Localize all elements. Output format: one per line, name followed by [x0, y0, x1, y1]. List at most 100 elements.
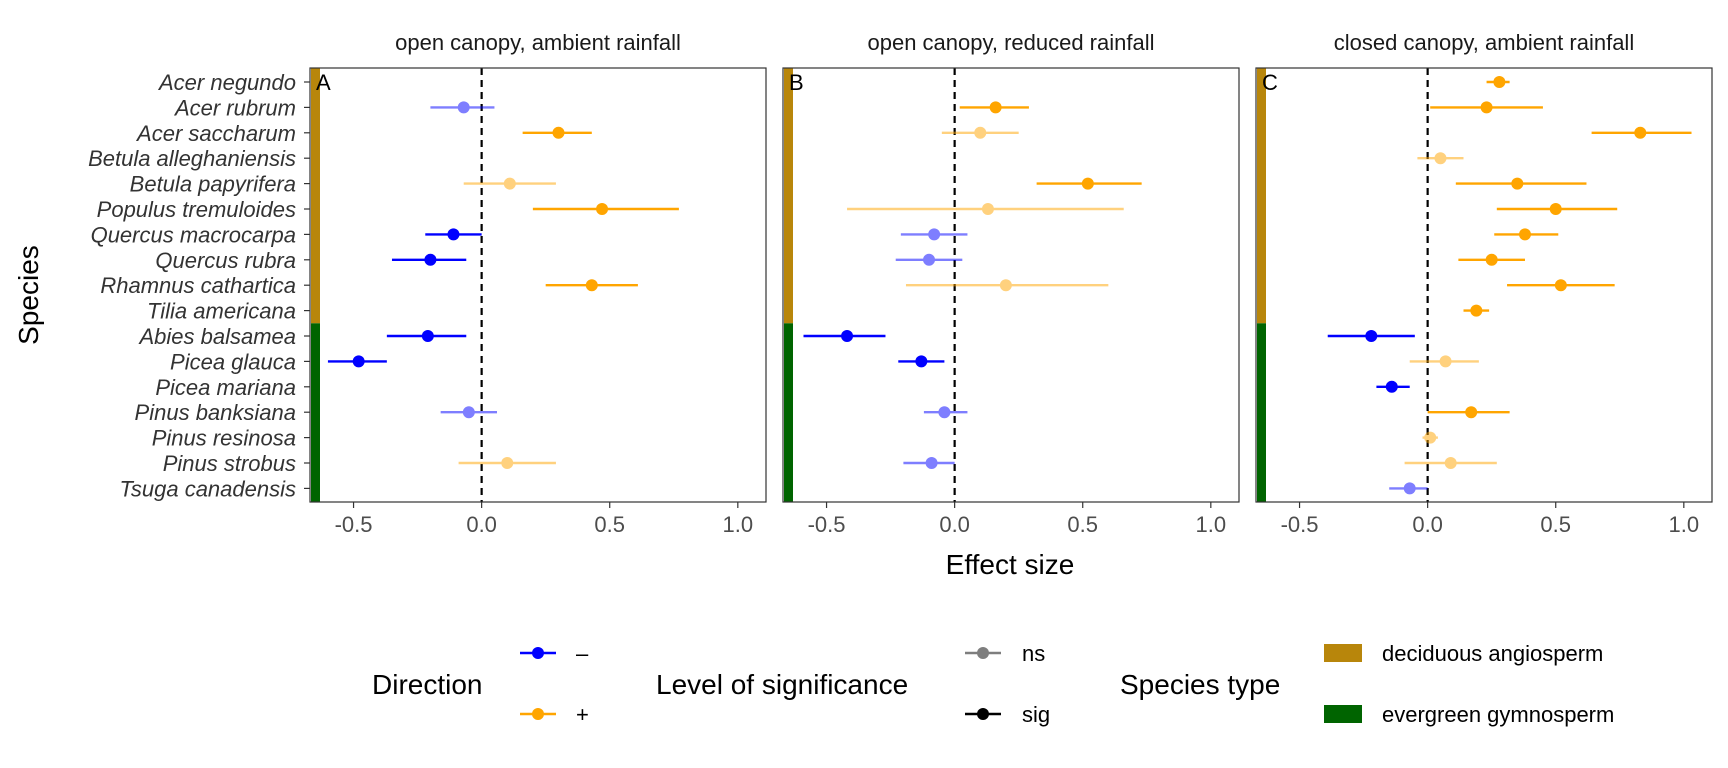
species-label: Betula papyrifera	[130, 172, 296, 197]
data-point-group	[1422, 431, 1438, 444]
data-point-group	[545, 279, 638, 292]
x-tick-label: 1.0	[1669, 512, 1700, 537]
species-label: Tilia americana	[147, 299, 296, 324]
legend-key-point	[977, 708, 989, 720]
estimate-point	[424, 253, 437, 266]
species-label: Picea mariana	[155, 375, 296, 400]
estimate-point	[989, 101, 1002, 114]
data-point-group	[1417, 152, 1464, 165]
data-point-group	[425, 228, 482, 241]
data-point-group	[803, 330, 886, 342]
legend-label: +	[576, 702, 589, 727]
legend-key-group	[965, 708, 1001, 720]
data-point-group	[458, 457, 556, 469]
data-point-group	[1591, 126, 1692, 139]
estimate-point	[999, 279, 1012, 292]
legend-key-point	[532, 708, 544, 720]
panel-tag: C	[1262, 70, 1278, 95]
data-point-group	[1427, 406, 1510, 419]
legend-label: ns	[1022, 641, 1045, 666]
panels: open canopy, ambient rainfall A -0.5 0.0 0.5…	[309, 30, 1713, 537]
x-tick-label: 0.0	[466, 512, 497, 537]
estimate-point	[1439, 355, 1452, 368]
axis-titles: Effect size Species	[13, 245, 1074, 580]
panel-title: closed canopy, ambient rainfall	[1334, 30, 1634, 55]
estimate-point	[503, 177, 516, 190]
estimate-point	[1403, 482, 1416, 495]
estimate-point	[421, 330, 434, 342]
estimate-point	[1424, 431, 1437, 444]
data-point-group	[1463, 304, 1490, 317]
species-type-bar-evergreen	[784, 323, 793, 502]
legend-label: deciduous angiosperm	[1382, 641, 1603, 666]
data-point-group	[847, 203, 1124, 215]
species-label: Abies balsamea	[137, 324, 296, 349]
species-label: Betula alleghaniensis	[88, 146, 296, 171]
estimate-point	[552, 126, 565, 139]
data-point-group	[1455, 177, 1587, 190]
data-point-group	[386, 330, 467, 342]
species-label: Picea glauca	[170, 349, 296, 374]
estimate-point	[501, 457, 514, 469]
estimate-point	[352, 355, 365, 368]
estimate-point	[841, 330, 854, 342]
legend-key-point	[977, 647, 989, 659]
data-point-group	[1409, 355, 1479, 368]
species-label: Acer saccharum	[135, 121, 296, 146]
panel-tag: A	[316, 70, 331, 95]
species-type-bar-deciduous	[1257, 68, 1266, 324]
species-label: Pinus strobus	[163, 451, 296, 476]
data-point-group	[463, 177, 556, 190]
data-point-group	[1507, 279, 1615, 292]
estimate-point	[1485, 253, 1498, 266]
x-tick-label: 1.0	[723, 512, 754, 537]
estimate-point	[447, 228, 460, 241]
panel-border	[782, 67, 1240, 503]
data-point-group	[522, 126, 592, 139]
data-point-group	[923, 406, 968, 419]
species-label: Quercus macrocarpa	[91, 222, 296, 247]
data-point-group	[898, 355, 945, 368]
estimate-point	[1465, 406, 1478, 419]
estimate-point	[1480, 101, 1493, 114]
x-tick-label: 0.5	[594, 512, 625, 537]
estimate-point	[457, 101, 470, 114]
species-label: Populus tremuloides	[97, 197, 296, 222]
species-label: Acer negundo	[157, 70, 296, 95]
data-point-group	[1327, 330, 1415, 342]
estimate-point	[1385, 380, 1398, 393]
estimate-point	[585, 279, 598, 292]
data-point-group	[1458, 253, 1525, 266]
estimate-point	[928, 228, 941, 241]
legend-key-point	[532, 647, 544, 659]
data-point-group	[1430, 101, 1543, 114]
estimate-point	[1365, 330, 1378, 342]
legend-title-species-type: Species type	[1120, 669, 1280, 700]
data-point-group	[532, 203, 679, 215]
estimate-point	[981, 203, 994, 215]
panel-b: open canopy, reduced rainfall B -0.5 0.0 0.5…	[782, 30, 1240, 537]
legend-label: sig	[1022, 702, 1050, 727]
data-point-group	[327, 355, 387, 368]
estimate-point	[1470, 304, 1483, 317]
estimate-point	[1434, 152, 1447, 165]
estimate-point	[1518, 228, 1531, 241]
estimate-point	[1634, 126, 1647, 139]
panel-tag: B	[789, 70, 804, 95]
panel-border	[1255, 67, 1713, 503]
legend: Direction – + Level of significance ns sig Spe…	[372, 641, 1614, 727]
data-point-group	[941, 126, 1019, 139]
species-type-bar-evergreen	[311, 323, 320, 502]
species-type-bar-deciduous	[784, 68, 793, 324]
species-label: Quercus rubra	[155, 248, 296, 273]
estimate-point	[915, 355, 928, 368]
legend-label: –	[576, 641, 589, 666]
species-label: Pinus banksiana	[135, 400, 296, 425]
x-tick-label: 0.5	[1540, 512, 1571, 537]
estimate-point	[1081, 177, 1094, 190]
species-label: Rhamnus cathartica	[100, 273, 296, 298]
x-tick-label: -0.5	[335, 512, 373, 537]
estimate-point	[1554, 279, 1567, 292]
legend-title-direction: Direction	[372, 669, 482, 700]
